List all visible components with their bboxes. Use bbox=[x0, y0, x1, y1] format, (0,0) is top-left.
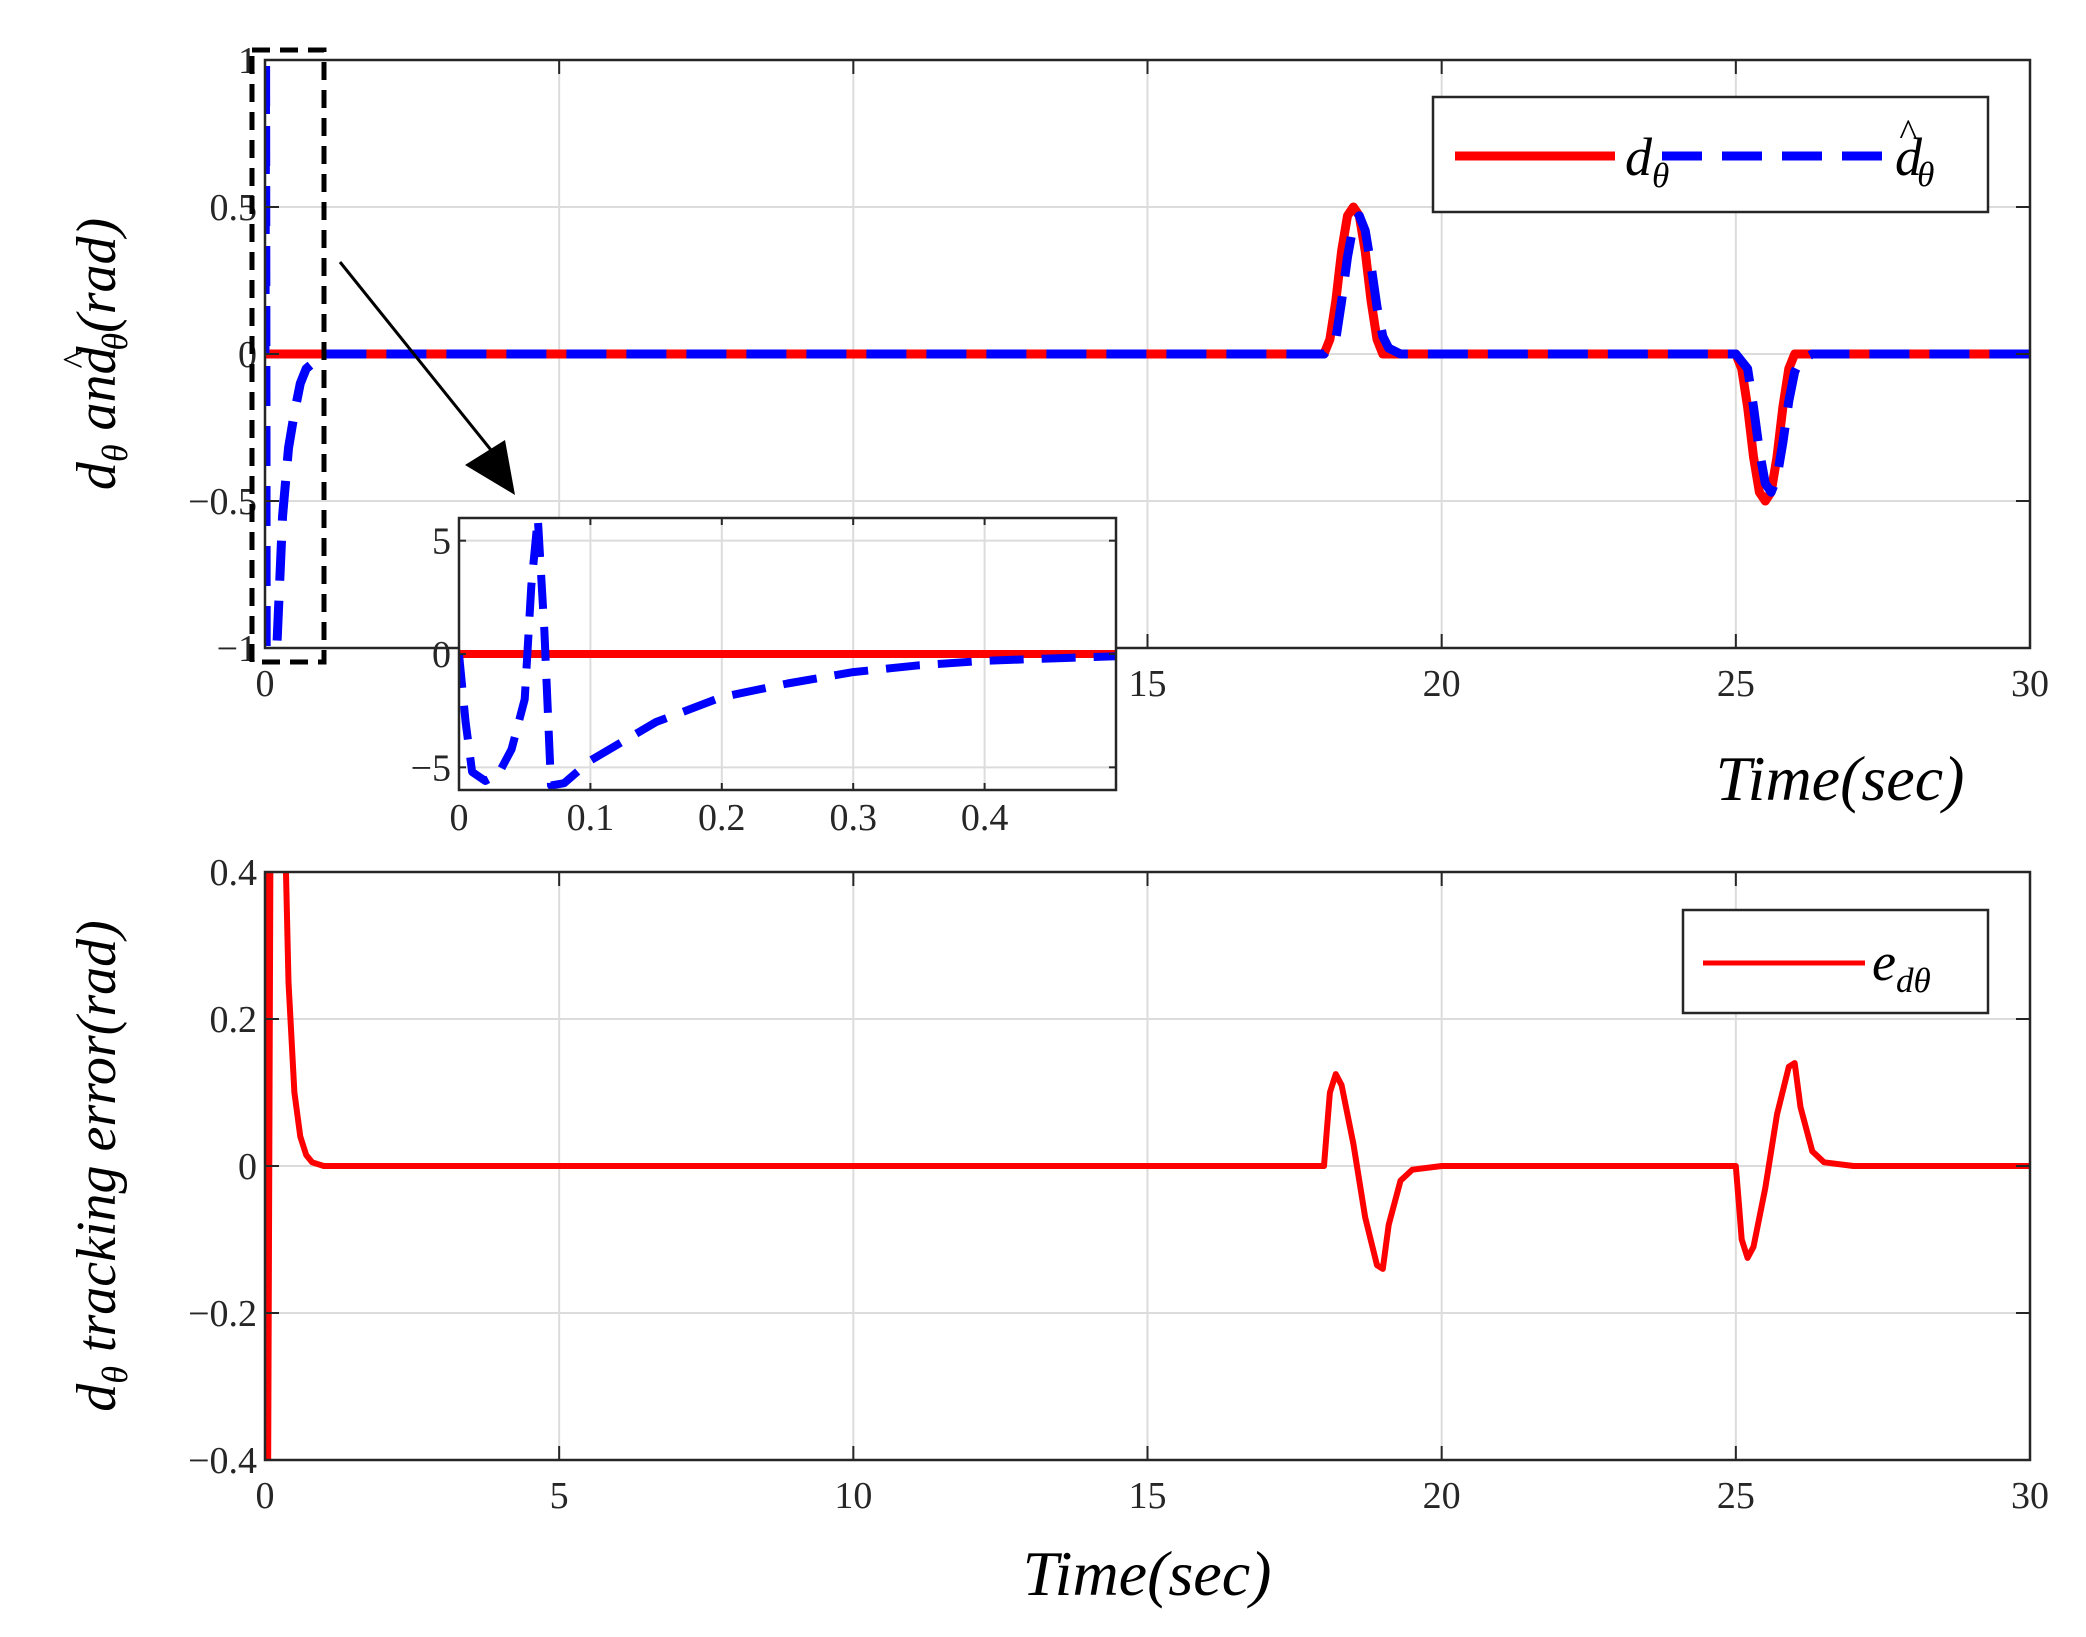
top-legend: dθ d^θ bbox=[1431, 95, 1990, 214]
inset-y-tick-label: −5 bbox=[411, 747, 451, 789]
bottom-y-tick-label: 0.4 bbox=[210, 852, 258, 894]
top-x-tick-label: 0 bbox=[256, 663, 275, 705]
bottom-y-tick-label: −0.4 bbox=[188, 1440, 257, 1482]
bottom-x-tick-label: 15 bbox=[1129, 1475, 1167, 1517]
inset-axes: 0 0.1 0.2 0.3 0.4 −5 0 5 bbox=[411, 516, 1118, 839]
inset-x-tick-label: 0.2 bbox=[698, 797, 746, 839]
top-y-tick-label: 0.5 bbox=[210, 187, 258, 229]
legend-label-d-theta-hat: d^θ bbox=[1895, 112, 1934, 194]
inset-series-1 bbox=[459, 518, 1116, 790]
zoom-arrow-line bbox=[338, 261, 497, 456]
top-x-tick-label: 30 bbox=[2011, 663, 2049, 705]
bottom-x-axis-label: Time(sec) bbox=[1023, 1538, 1272, 1609]
bottom-y-axis-label: dθ tracking error(rad) bbox=[66, 920, 135, 1412]
bottom-x-tick-label: 20 bbox=[1423, 1475, 1461, 1517]
bottom-x-tick-label: 0 bbox=[256, 1475, 275, 1517]
top-x-tick-label: 25 bbox=[1717, 663, 1755, 705]
bottom-legend: edθ bbox=[1681, 908, 1990, 1015]
bottom-x-tick-label: 5 bbox=[550, 1475, 569, 1517]
top-y-axis-label: dθ and^θ(rad) bbox=[56, 218, 135, 490]
inset-x-tick-label: 0.3 bbox=[829, 797, 877, 839]
bottom-ticks: 0 5 10 15 20 25 30 −0.4 −0.2 0 0.2 0.4 bbox=[188, 852, 2049, 1517]
inset-ticks: 0 0.1 0.2 0.3 0.4 −5 0 5 bbox=[411, 518, 1116, 839]
zoom-arrow-head bbox=[465, 440, 515, 495]
bottom-x-tick-label: 10 bbox=[834, 1475, 872, 1517]
inset-series bbox=[459, 518, 1116, 790]
bottom-series-0 bbox=[265, 872, 2030, 1460]
bottom-x-tick-label: 30 bbox=[2011, 1475, 2049, 1517]
zoom-box bbox=[249, 47, 327, 665]
inset-x-tick-label: 0.1 bbox=[567, 797, 615, 839]
top-y-tick-label: −0.5 bbox=[188, 481, 257, 523]
bottom-y-tick-label: −0.2 bbox=[188, 1293, 257, 1335]
inset-x-tick-label: 0.4 bbox=[961, 797, 1009, 839]
top-x-tick-label: 15 bbox=[1129, 663, 1167, 705]
bottom-y-tick-label: 0 bbox=[238, 1146, 257, 1188]
top-x-tick-label: 20 bbox=[1423, 663, 1461, 705]
inset-y-tick-label: 5 bbox=[432, 521, 451, 563]
inset-x-tick-label: 0 bbox=[450, 797, 469, 839]
legend-label-d-theta: dθ bbox=[1625, 127, 1669, 195]
bottom-x-tick-label: 25 bbox=[1717, 1475, 1755, 1517]
top-x-axis-label: Time(sec) bbox=[1716, 743, 1965, 814]
bottom-series bbox=[265, 872, 2030, 1460]
inset-y-tick-label: 0 bbox=[432, 634, 451, 676]
top-series bbox=[265, 60, 2030, 648]
bottom-y-tick-label: 0.2 bbox=[210, 999, 258, 1041]
legend-label-e-d-theta: edθ bbox=[1872, 932, 1931, 1000]
top-series-1 bbox=[265, 60, 2030, 648]
